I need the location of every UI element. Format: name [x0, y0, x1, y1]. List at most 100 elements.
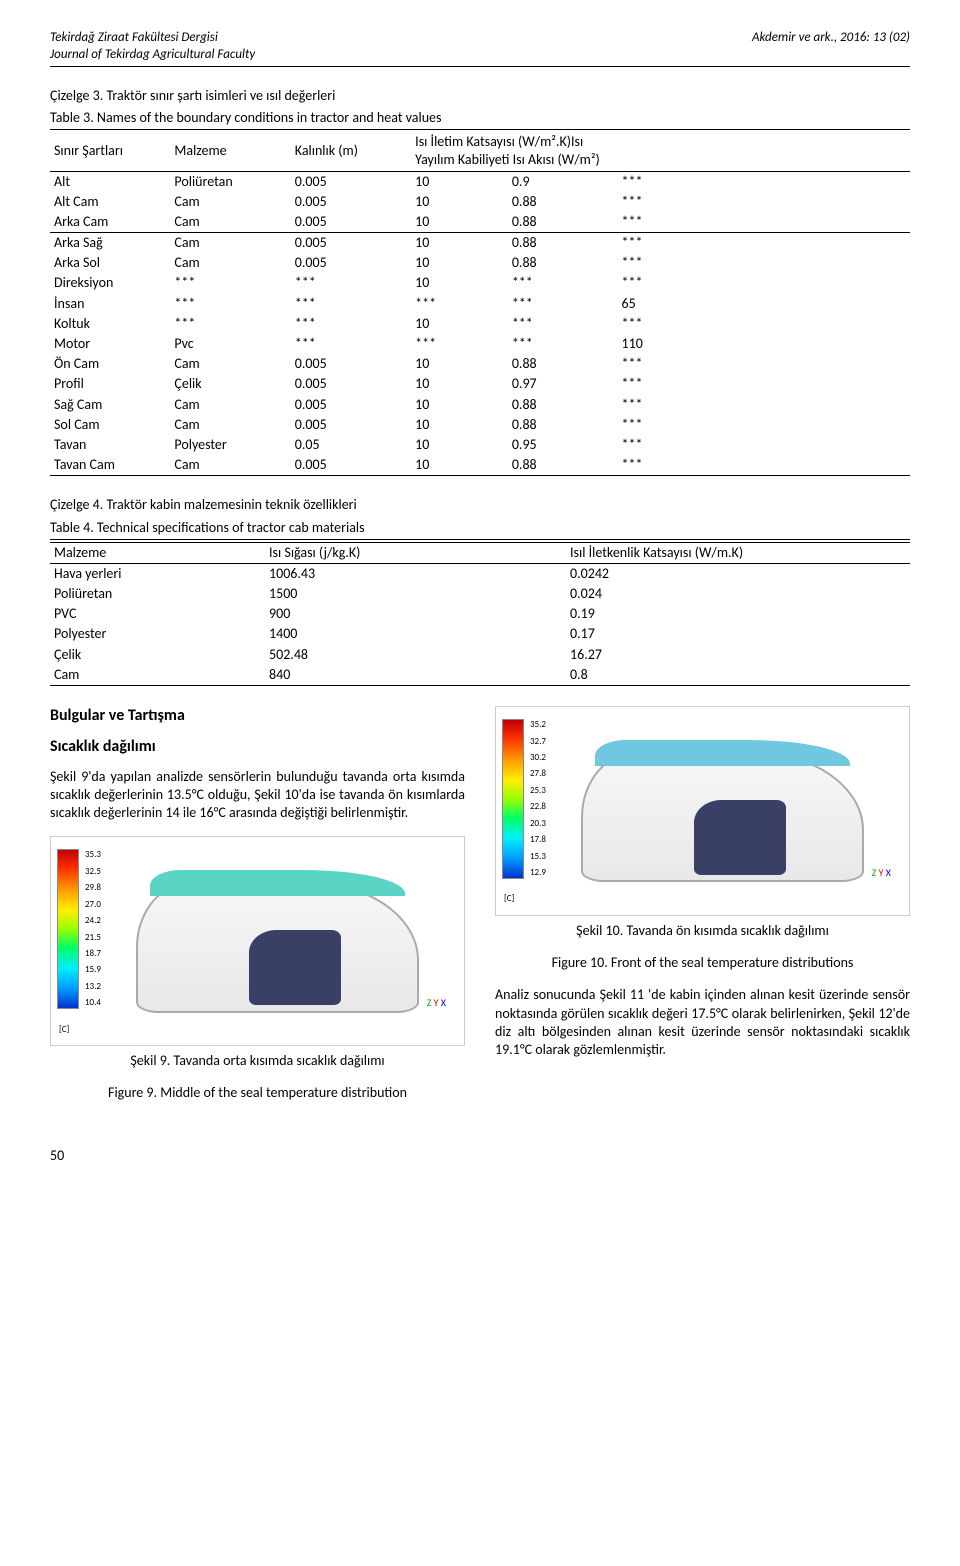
table-row: Direksiyon******10****** — [50, 273, 910, 293]
table-cell: Cam — [170, 415, 290, 435]
table-row: Arka CamCam0.005100.88*** — [50, 212, 910, 233]
table-cell: 10 — [411, 314, 508, 334]
fig10-caption-tr: Şekil 10. Tavanda ön kısımda sıcaklık da… — [495, 922, 910, 940]
table-cell: 0.005 — [291, 253, 411, 273]
table-cell: *** — [618, 253, 910, 273]
table-cell: 0.005 — [291, 233, 411, 254]
page-number: 50 — [50, 1147, 910, 1165]
table-cell: Motor — [50, 334, 170, 354]
table-cell: Cam — [170, 253, 290, 273]
colorbar-tick: 27.8 — [530, 768, 546, 780]
colorbar-tick: 22.8 — [530, 801, 546, 813]
table-row: MotorPvc*********110 — [50, 334, 910, 354]
fig9-roof — [150, 870, 404, 896]
table-cell: 110 — [618, 334, 910, 354]
table-cell: 1400 — [265, 624, 566, 644]
colorbar-tick: 18.7 — [85, 948, 101, 960]
table-row: Alt CamCam0.005100.88*** — [50, 192, 910, 212]
table-cell: Arka Cam — [50, 212, 170, 233]
colorbar-tick: 13.2 — [85, 981, 101, 993]
table-cell: Çelik — [170, 374, 290, 394]
temp-heading: Sıcaklık dağılımı — [50, 737, 465, 758]
colorbar-tick: 32.7 — [530, 736, 546, 748]
table-cell: *** — [508, 273, 618, 293]
table3-header-row: Sınır Şartları Malzeme Kalınlık (m) Isı … — [50, 132, 910, 171]
table-cell: Poliüretan — [170, 171, 290, 192]
colorbar-tick: 35.2 — [530, 719, 546, 731]
table-row: AltPoliüretan0.005100.9*** — [50, 171, 910, 192]
table-row: Arka SolCam0.005100.88*** — [50, 253, 910, 273]
table-cell: 0.97 — [508, 374, 618, 394]
table-cell: 10 — [411, 171, 508, 192]
table-cell: 10 — [411, 455, 508, 476]
table-cell: Tavan Cam — [50, 455, 170, 476]
table-cell: *** — [291, 294, 411, 314]
fig10-caption-en: Figure 10. Front of the seal temperature… — [495, 954, 910, 972]
table-cell: 0.9 — [508, 171, 618, 192]
table-row: İnsan************65 — [50, 294, 910, 314]
fig10-roof — [595, 740, 849, 766]
table-cell: PVC — [50, 604, 265, 624]
table-cell: *** — [618, 192, 910, 212]
table-cell: 840 — [265, 665, 566, 686]
table-cell: *** — [618, 354, 910, 374]
table-row: ProfilÇelik0.005100.97*** — [50, 374, 910, 394]
table-cell: *** — [618, 233, 910, 254]
fig10-colorbar — [502, 719, 524, 879]
table-cell: *** — [411, 334, 508, 354]
table-cell: *** — [618, 212, 910, 233]
paragraph-1: Şekil 9'da yapılan analizde sensörlerin … — [50, 768, 465, 823]
table-cell: 0.05 — [291, 435, 411, 455]
two-column-body: Bulgular ve Tartışma Sıcaklık dağılımı Ş… — [50, 706, 910, 1117]
t3-h1: Malzeme — [170, 132, 290, 171]
journal-name-tr: Tekirdağ Ziraat Fakültesi Dergisi — [50, 30, 255, 47]
fig10-unit: [C] — [504, 893, 514, 905]
table-row: Sol CamCam0.005100.88*** — [50, 415, 910, 435]
table-cell: 10 — [411, 354, 508, 374]
table-cell: Alt Cam — [50, 192, 170, 212]
results-heading: Bulgular ve Tartışma — [50, 706, 465, 727]
fig9-unit: [C] — [59, 1024, 69, 1036]
table-cell: 0.005 — [291, 192, 411, 212]
colorbar-tick: 12.9 — [530, 867, 546, 879]
table-cell: Polyester — [170, 435, 290, 455]
table-cell: *** — [618, 435, 910, 455]
table-cell: 0.8 — [566, 665, 910, 686]
fig10-seat — [694, 800, 786, 875]
fig10-axis: Z Y X — [872, 866, 891, 879]
table-cell: Cam — [170, 212, 290, 233]
table-row: Sağ CamCam0.005100.88*** — [50, 395, 910, 415]
fig10-ticks: 35.232.730.227.825.322.820.317.815.312.9 — [530, 719, 546, 879]
colorbar-tick: 27.0 — [85, 899, 101, 911]
colorbar-tick: 10.4 — [85, 997, 101, 1009]
table-row: Poliüretan15000.024 — [50, 584, 910, 604]
table-cell: Profil — [50, 374, 170, 394]
header-left: Tekirdağ Ziraat Fakültesi Dergisi Journa… — [50, 30, 255, 64]
table-cell: *** — [618, 273, 910, 293]
table-cell: 0.024 — [566, 584, 910, 604]
table-cell: *** — [618, 374, 910, 394]
table-cell: Alt — [50, 171, 170, 192]
fig9-ticks: 35.332.529.827.024.221.518.715.913.210.4 — [85, 849, 101, 1009]
table-cell: Poliüretan — [50, 584, 265, 604]
t4-h2: Isıl İletkenlik Katsayısı (W/m.K) — [566, 542, 910, 563]
table-cell: Cam — [170, 233, 290, 254]
table-cell: Polyester — [50, 624, 265, 644]
table-cell: 10 — [411, 374, 508, 394]
fig9-seat — [249, 930, 341, 1005]
table-cell: 1006.43 — [265, 563, 566, 584]
table-cell: 0.88 — [508, 253, 618, 273]
table-cell: 0.005 — [291, 171, 411, 192]
fig9-axis: Z Y X — [427, 996, 446, 1009]
colorbar-tick: 24.2 — [85, 915, 101, 927]
table-cell: *** — [291, 334, 411, 354]
table-cell: 0.95 — [508, 435, 618, 455]
colorbar-tick: 25.3 — [530, 785, 546, 797]
colorbar-tick: 29.8 — [85, 882, 101, 894]
table-cell: 0.88 — [508, 192, 618, 212]
table-cell: Cam — [170, 455, 290, 476]
fig9-caption-en: Figure 9. Middle of the seal temperature… — [50, 1084, 465, 1102]
table-cell: 10 — [411, 273, 508, 293]
t3-h2: Kalınlık (m) — [291, 132, 411, 171]
table-cell: 0.005 — [291, 455, 411, 476]
